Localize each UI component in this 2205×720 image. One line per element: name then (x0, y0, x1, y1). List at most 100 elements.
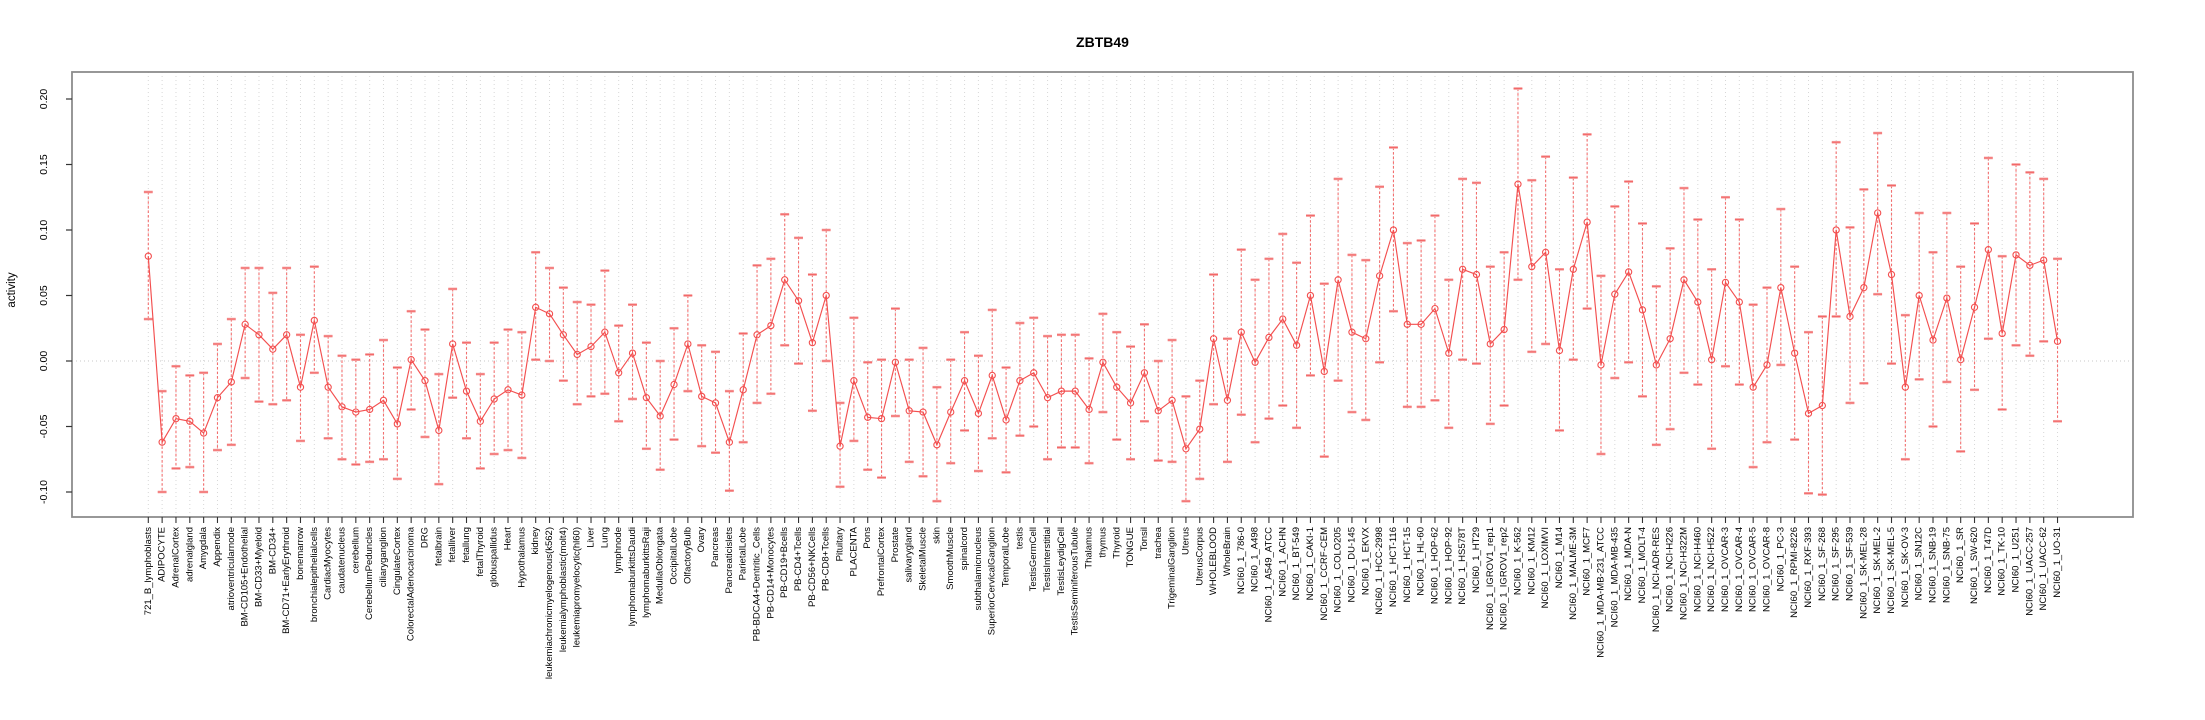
data-point (1196, 425, 1204, 433)
x-tick-label: NCI60_1_IGROV1_rep2 (1499, 527, 1510, 630)
x-tick-label: 721_B_lymphoblasts (143, 527, 154, 615)
data-point (1555, 346, 1564, 355)
data-point (1860, 283, 1868, 292)
x-tick-label: OlfactoryBulb (682, 527, 693, 584)
x-tick-label: Thalamus (1084, 527, 1095, 569)
x-tick-label: NCI60_1_NCI-H460 (1692, 527, 1703, 612)
x-tick-label: kidney (530, 527, 541, 555)
data-point (1168, 396, 1176, 404)
data-point (1500, 325, 1508, 334)
x-tick-label: PrefrontalCortex (876, 527, 887, 596)
data-point (947, 408, 955, 416)
x-tick-label: PB-CD14+Monocytes (765, 527, 776, 619)
x-tick-label: BM-CD105+Endothelial (240, 527, 251, 627)
x-tick-label: leukemialymphoblastic(molt4) (558, 527, 569, 652)
data-point (476, 417, 484, 425)
data-point (199, 429, 208, 437)
x-tick-label: NCI60_1_SNB-75 (1941, 527, 1952, 603)
x-tick-label: WHOLEBLOOD (1208, 527, 1219, 595)
data-point (822, 291, 830, 300)
x-tick-label: NCI60_1_IGROV1_rep1 (1485, 527, 1496, 630)
data-point (1957, 356, 1965, 364)
x-tick-label: skin (931, 527, 942, 544)
x-tick-label: fetallung (461, 527, 472, 563)
x-tick-label: subthalamicnucleus (973, 527, 984, 611)
x-tick-label: spinalcord (959, 527, 970, 570)
x-tick-label: Uterus (1180, 527, 1191, 555)
x-tick-label: NCI60_1_HS578T (1457, 527, 1468, 605)
data-point (1624, 268, 1633, 276)
data-point (1389, 226, 1398, 234)
data-point (2040, 256, 2048, 264)
data-point (1251, 358, 1259, 366)
y-tick-label: 0.10 (38, 220, 50, 241)
data-point (1777, 283, 1785, 292)
x-tick-label: NCI60_1_SK-MEL-5 (1886, 527, 1897, 614)
data-point (1818, 401, 1826, 410)
x-tick-label: TestisLeydigCell (1056, 527, 1067, 596)
data-point (227, 378, 235, 386)
data-point (1057, 387, 1066, 395)
data-point (1306, 291, 1315, 300)
x-tick-label: NCI60_1_DU-145 (1346, 527, 1357, 603)
x-tick-label: NCI60_1_MALME-3M (1568, 527, 1579, 620)
data-point (933, 441, 941, 449)
data-point (1680, 276, 1688, 284)
x-tick-label: NCI60_1_K-562 (1512, 527, 1523, 595)
data-point (1126, 399, 1135, 407)
x-tick-label: TONGUE (1125, 527, 1136, 567)
x-tick-label: Tonsil (1139, 527, 1150, 551)
data-point (642, 394, 651, 402)
data-point (601, 328, 609, 336)
data-point (449, 340, 457, 348)
data-point (282, 331, 291, 339)
data-point (1804, 409, 1813, 418)
x-tick-label: NCI60_1_KM12 (1526, 527, 1537, 595)
x-tick-label: BM-CD34+ (267, 527, 278, 575)
data-point (1237, 328, 1245, 336)
x-tick-label: WholeBrain (1222, 527, 1233, 576)
x-tick-label: UterusCorpus (1194, 527, 1205, 586)
data-point (670, 380, 678, 389)
x-tick-label: BM-CD33+Myeloid (253, 527, 264, 607)
x-tick-label: NCI60_1_ACHN (1277, 527, 1288, 597)
chart-title: ZBTB49 (1076, 34, 1129, 50)
data-point (352, 408, 360, 416)
x-tick-label: NCI60_1_UO-31 (2052, 527, 2063, 598)
data-point (1791, 349, 1799, 357)
data-point (711, 399, 720, 407)
x-tick-label: Pancreas (710, 527, 721, 567)
data-point (767, 321, 775, 330)
x-tick-label: NCI60_1_HCT-116 (1388, 527, 1399, 607)
x-tick-label: bonemarrow (295, 527, 306, 580)
data-point (172, 414, 180, 423)
data-point (794, 297, 803, 305)
x-tick-label: NCI60_1_SK-MEL-2 (1872, 527, 1883, 614)
x-tick-label: NCI60_1_LOXIMVI (1540, 527, 1551, 608)
x-tick-label: fetalbrain (433, 527, 444, 566)
data-point (587, 342, 595, 351)
x-tick-label: cerebellum (350, 527, 361, 574)
data-point (559, 331, 567, 339)
data-point (1998, 329, 2006, 338)
data-point (1348, 328, 1356, 336)
data-point (1528, 263, 1536, 271)
y-tick-label: -0.10 (38, 480, 50, 504)
x-tick-label: lymphomaburkittsDaudi (627, 527, 638, 626)
x-tick-label: AdrenalCortex (170, 527, 181, 588)
x-tick-label: NCI60_1_SW-620 (1969, 527, 1980, 604)
data-point (573, 350, 581, 359)
x-tick-label: NCI60_1_COLO205 (1333, 527, 1344, 613)
x-tick-label: PB-CD56+NKCells (807, 527, 818, 607)
data-point (421, 376, 429, 385)
data-point (1154, 407, 1162, 415)
x-tick-label: Appendix (212, 527, 223, 567)
x-tick-label: SmoothMuscle (945, 527, 956, 590)
data-point (1265, 333, 1273, 342)
x-tick-label: lymphomaburkittsRaji (641, 527, 652, 618)
x-tick-label: CerebellumPeduncles (364, 527, 375, 620)
x-tick-label: ciliaryganglion (378, 527, 389, 587)
x-tick-label: adrenalgland (184, 527, 195, 582)
x-tick-label: NCI60_1_HOP-92 (1443, 527, 1454, 604)
x-tick-label: NCI60_1_M14 (1554, 527, 1565, 588)
